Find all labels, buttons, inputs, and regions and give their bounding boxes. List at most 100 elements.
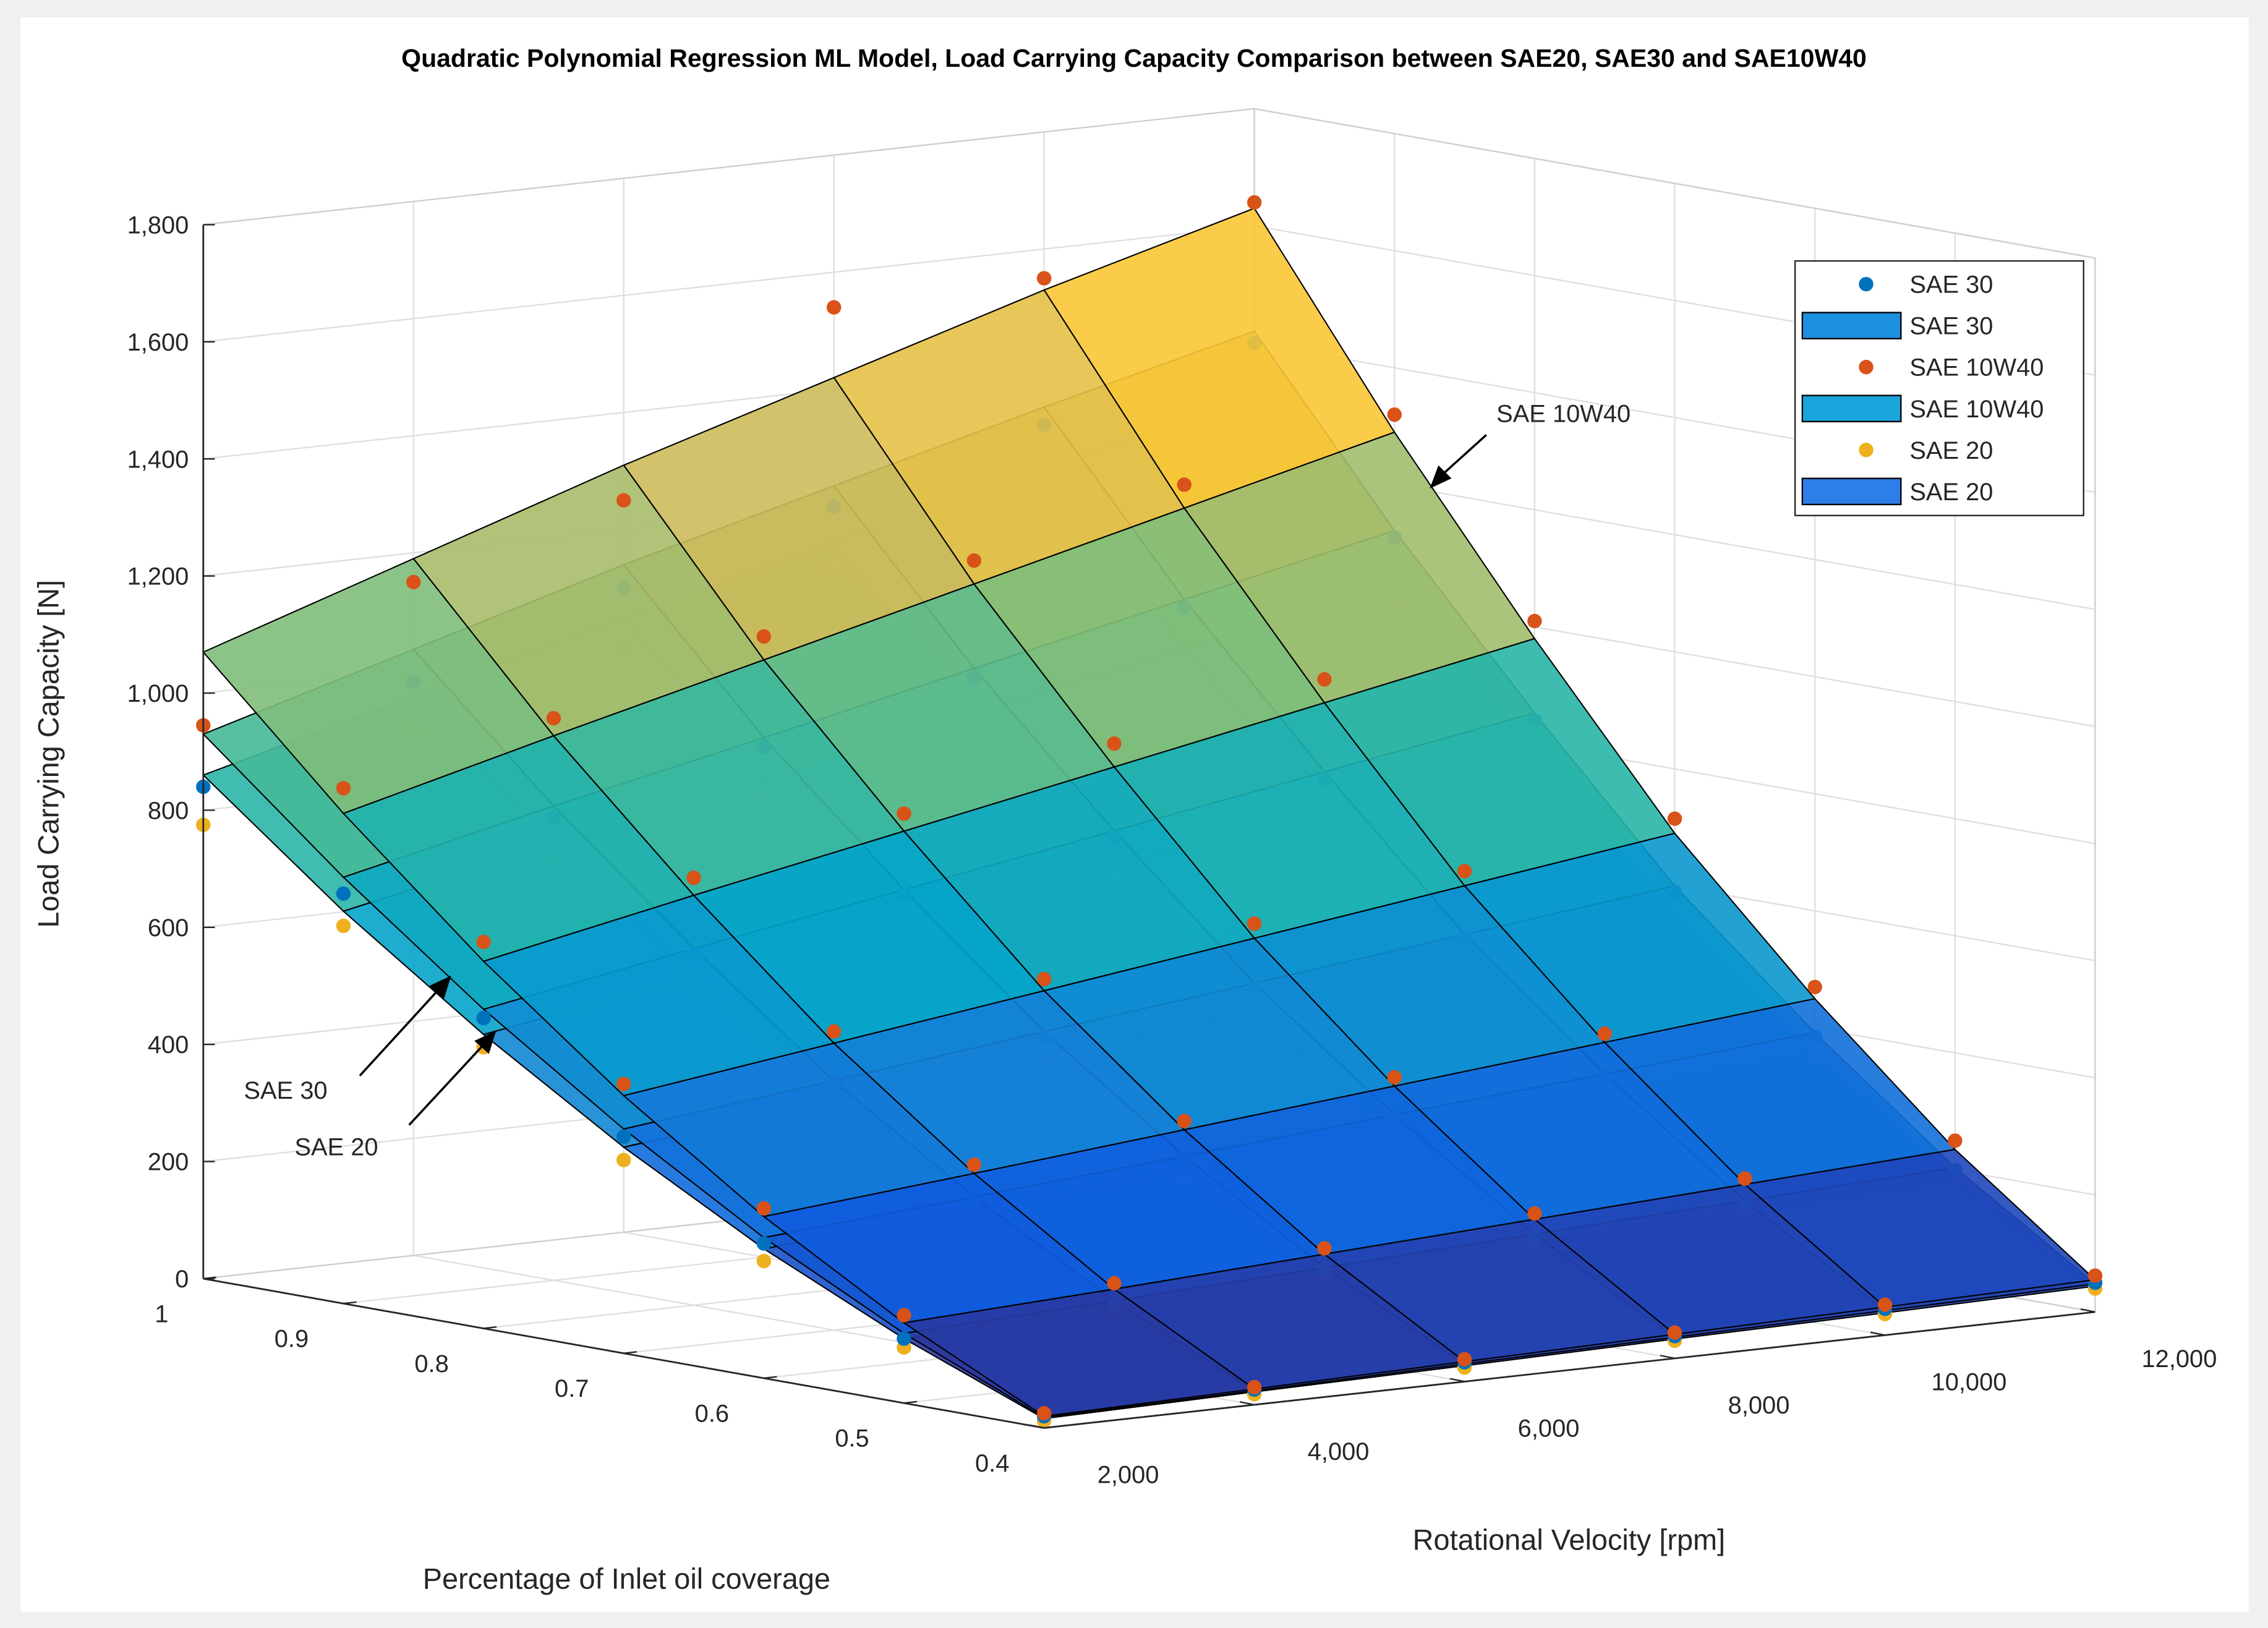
scatter-point [336,918,351,934]
scatter-point [1527,613,1542,629]
axis-line [1044,1311,2095,1429]
tick-mark [903,1400,918,1404]
x-tick-label: 0.9 [275,1326,309,1353]
scatter-point [826,1024,842,1039]
scatter-point [1737,1171,1752,1186]
tick-mark [1449,1378,1465,1383]
annotation-arrowhead [1430,465,1452,489]
legend-label: SAE 20 [1909,479,1993,506]
scatter-point [616,1076,631,1091]
annotations: SAE 10W40 SAE 30 SAE 20 [244,400,1631,1161]
box-edge [203,108,1255,226]
scatter-point [406,574,421,590]
scatter-point [1807,979,1822,995]
scatter-point [756,1201,772,1216]
scatter-point [616,1129,631,1144]
y-tick-label: 6,000 [1518,1415,1580,1443]
annotation: SAE 30 [244,1077,327,1104]
legend-label: SAE 20 [1909,437,1993,464]
scatter-point [1107,736,1122,751]
scatter-point [1317,672,1332,687]
tick-mark [1029,1424,1044,1429]
legend-label: SAE 10W40 [1909,354,2044,381]
scatter-point [756,629,772,644]
scatter-point [616,1153,631,1167]
annotation-arrowhead [429,975,451,999]
x-tick-label: 0.6 [695,1400,729,1427]
scatter-point [1457,864,1472,879]
scatter-point [1036,271,1052,286]
tick-mark [1239,1401,1255,1406]
legend-label: SAE 30 [1909,313,1993,340]
scatter-point [1667,1325,1682,1340]
z-tick-label: 1,400 [127,446,189,473]
scatter-point [336,886,351,901]
y-tick-label: 12,000 [2142,1345,2217,1373]
legend-box [1794,260,2084,516]
scatter-point [1597,1026,1612,1041]
legend-marker [1859,359,1874,375]
y-tick-label: 4,000 [1308,1438,1370,1465]
scatter-point [1247,916,1262,931]
scatter-point [546,710,561,726]
x-axis-label: Percentage of Inlet oil coverage [423,1563,830,1595]
plot-area [196,195,2103,1428]
annotation-arrow [1440,434,1487,477]
y-tick-label: 10,000 [1932,1368,2007,1396]
axes: 0 200 400 600 800 1,000 1,200 1,400 1,600 1,800 0.… [127,211,2217,1488]
scatter-point [1457,1352,1472,1367]
scatter-point [1948,1133,1963,1148]
annotation: SAE 20 [294,1134,378,1161]
scatter-point [897,1308,911,1323]
legend-marker [1859,276,1874,292]
z-tick-label: 800 [148,797,189,824]
legend: SAE 30 SAE 30 SAE 10W40 SAE 10W40 SAE 20 SAE … [1794,260,2084,516]
legend-patch [1801,477,1902,506]
tick-mark [1870,1331,1885,1336]
x-tick-label: 1 [155,1300,168,1328]
z-tick-label: 600 [148,914,189,942]
scatter-point [2087,1268,2103,1283]
scatter-point [756,1253,772,1269]
legend-marker [1859,443,1874,458]
z-tick-label: 1,000 [127,680,189,707]
tick-mark [343,1301,357,1305]
x-tick-label: 0.4 [975,1450,1009,1477]
tick-mark [623,1351,637,1354]
scatter-point [686,870,701,885]
scatter-point [1387,407,1402,422]
tick-mark [203,1276,216,1280]
scatter-point [1877,1297,1893,1312]
tick-mark [483,1326,497,1329]
scatter-point [966,1157,982,1172]
scatter-point [1036,1406,1052,1421]
y-tick-label: 2,000 [1098,1462,1159,1489]
x-tick-label: 0.5 [835,1425,869,1452]
scatter-point [336,781,351,796]
scatter-point [1107,1276,1122,1291]
scatter-point [1667,811,1682,826]
scatter-point [1247,195,1262,210]
tick-mark [1044,1425,1057,1429]
z-tick-label: 200 [148,1149,189,1176]
scatter-point [1177,477,1192,492]
z-tick-label: 1,600 [127,329,189,356]
scatter-point [476,934,491,950]
box-edge [1254,108,2095,259]
z-tick-label: 1,800 [127,211,189,239]
legend-patch [1801,312,1902,339]
z-tick-label: 1,200 [127,563,189,590]
scatter-point [1036,971,1052,987]
tick-mark [764,1376,777,1379]
scatter-point [897,806,911,821]
x-tick-label: 0.7 [555,1375,589,1402]
scatter-point [826,300,842,315]
annotation: SAE 10W40 [1496,400,1631,427]
legend-label: SAE 30 [1909,271,1993,299]
scatter-point [1387,1070,1402,1085]
annotation-arrow [408,1044,484,1126]
chart-title: Quadratic Polynomial Regression ML Model… [401,44,1867,72]
z-tick-label: 0 [175,1266,189,1293]
scatter-point [1527,1206,1542,1221]
